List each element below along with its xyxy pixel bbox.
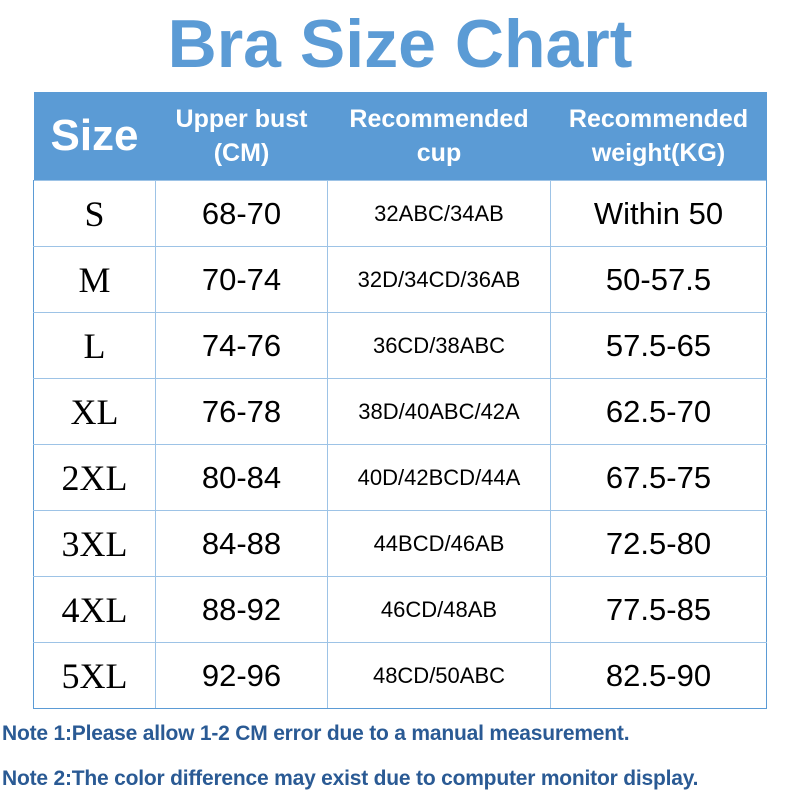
header-row: Size Upper bust (CM) Recommended cup Rec… bbox=[33, 92, 767, 181]
size-cell: 3XL bbox=[33, 510, 156, 577]
table-row: 2XL 80-84 40D/42BCD/44A 67.5-75 bbox=[33, 444, 767, 511]
upper-bust-cell: 84-88 bbox=[155, 510, 328, 577]
header-upper-bust: Upper bust (CM) bbox=[155, 92, 328, 181]
size-cell: S bbox=[33, 180, 156, 247]
upper-bust-cell: 76-78 bbox=[155, 378, 328, 445]
upper-bust-cell: 80-84 bbox=[155, 444, 328, 511]
header-cup: Recommended cup bbox=[327, 92, 551, 181]
cup-cell: 46CD/48AB bbox=[327, 576, 551, 643]
upper-bust-cell: 68-70 bbox=[155, 180, 328, 247]
table-row: L 74-76 36CD/38ABC 57.5-65 bbox=[33, 312, 767, 379]
weight-cell: 50-57.5 bbox=[550, 246, 767, 313]
weight-cell: 57.5-65 bbox=[550, 312, 767, 379]
note-2: Note 2:The color difference may exist du… bbox=[2, 767, 699, 790]
chart-title: Bra Size Chart bbox=[167, 6, 633, 82]
size-table: Size Upper bust (CM) Recommended cup Rec… bbox=[33, 92, 767, 709]
table-row: 5XL 92-96 48CD/50ABC 82.5-90 bbox=[33, 642, 767, 709]
header-size: Size bbox=[33, 92, 156, 181]
upper-bust-cell: 88-92 bbox=[155, 576, 328, 643]
size-cell: M bbox=[33, 246, 156, 313]
cup-cell: 48CD/50ABC bbox=[327, 642, 551, 709]
cup-cell: 44BCD/46AB bbox=[327, 510, 551, 577]
size-cell: 2XL bbox=[33, 444, 156, 511]
weight-cell: Within 50 bbox=[550, 180, 767, 247]
weight-cell: 67.5-75 bbox=[550, 444, 767, 511]
table-row: 4XL 88-92 46CD/48AB 77.5-85 bbox=[33, 576, 767, 643]
table-row: XL 76-78 38D/40ABC/42A 62.5-70 bbox=[33, 378, 767, 445]
upper-bust-cell: 70-74 bbox=[155, 246, 328, 313]
size-cell: L bbox=[33, 312, 156, 379]
table-row: S 68-70 32ABC/34AB Within 50 bbox=[33, 180, 767, 247]
header-weight: Recommended weight(KG) bbox=[550, 92, 767, 181]
weight-cell: 77.5-85 bbox=[550, 576, 767, 643]
cup-cell: 40D/42BCD/44A bbox=[327, 444, 551, 511]
size-cell: 4XL bbox=[33, 576, 156, 643]
cup-cell: 38D/40ABC/42A bbox=[327, 378, 551, 445]
upper-bust-cell: 92-96 bbox=[155, 642, 328, 709]
table-row: 3XL 84-88 44BCD/46AB 72.5-80 bbox=[33, 510, 767, 577]
weight-cell: 72.5-80 bbox=[550, 510, 767, 577]
cup-cell: 36CD/38ABC bbox=[327, 312, 551, 379]
cup-cell: 32D/34CD/36AB bbox=[327, 246, 551, 313]
note-1: Note 1:Please allow 1-2 CM error due to … bbox=[2, 722, 630, 745]
table-row: M 70-74 32D/34CD/36AB 50-57.5 bbox=[33, 246, 767, 313]
cup-cell: 32ABC/34AB bbox=[327, 180, 551, 247]
weight-cell: 62.5-70 bbox=[550, 378, 767, 445]
upper-bust-cell: 74-76 bbox=[155, 312, 328, 379]
weight-cell: 82.5-90 bbox=[550, 642, 767, 709]
size-cell: 5XL bbox=[33, 642, 156, 709]
size-cell: XL bbox=[33, 378, 156, 445]
